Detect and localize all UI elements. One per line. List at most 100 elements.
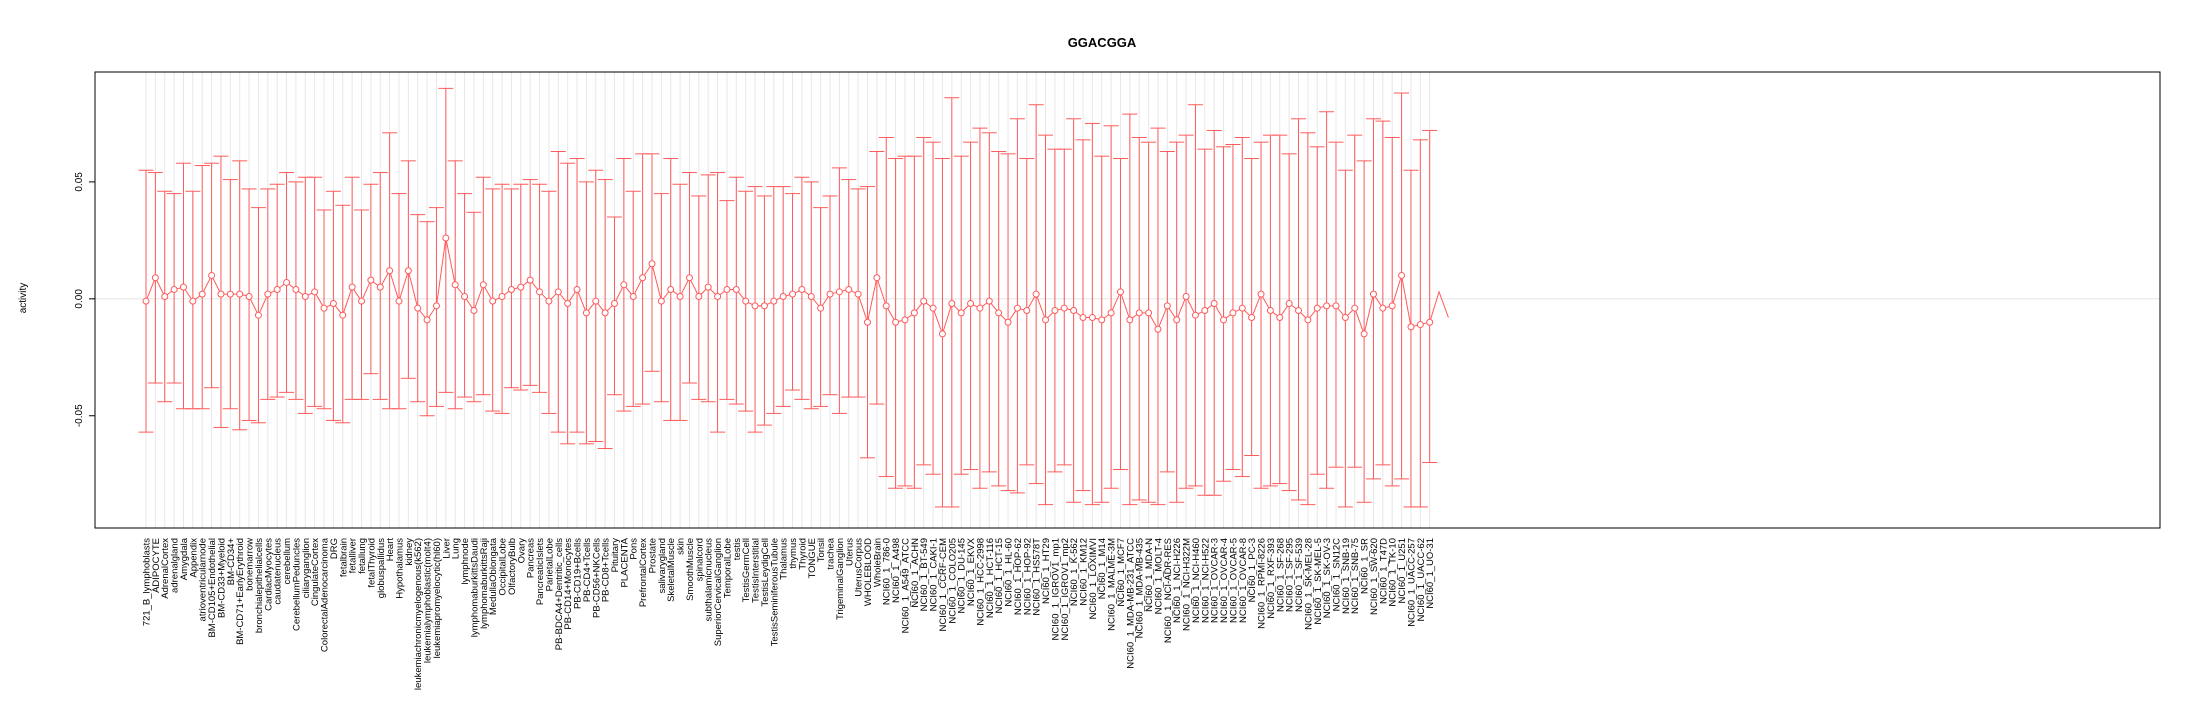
mean-point [798,285,806,293]
x-tick-label: TestisSeminiferousTubule [769,538,780,646]
mean-point [1126,316,1134,324]
mean-point [1004,318,1012,326]
x-tick-label: UterusCorpus [854,538,865,597]
mean-point [1360,330,1368,338]
x-tick-label: NCI60_1_HCT-15 [994,538,1005,614]
mean-point [985,297,993,305]
mean-point [386,267,394,275]
x-tick-label: Thalamus [779,538,790,580]
mean-point [1416,321,1424,329]
x-tick-label: Uterus [844,538,855,566]
mean-point [835,288,843,296]
mean-point [245,292,253,300]
x-tick-label: NCI60_1_IGROV1_mp1 [1050,538,1061,640]
mean-point [1201,307,1209,315]
mean-point [217,290,225,298]
mean-point [348,283,356,291]
mean-point [742,297,750,305]
mean-point [479,281,487,289]
x-tick-label: bronchialepithelialcells [254,538,265,633]
x-tick-label: TONGUE [807,538,818,578]
mean-point [611,300,618,308]
x-tick-label: NCI60_1_HL-60 [1004,538,1015,607]
x-tick-label: NCI60_1_HCT-116 [985,538,996,618]
mean-point [751,302,759,310]
x-tick-label: SmoothMuscle [685,538,696,601]
mean-point [376,283,384,291]
x-tick-label: OccipitalLobe [498,538,509,596]
mean-point [554,288,562,296]
mean-point [873,274,881,282]
x-tick-label: NCI60_1_MDA-MB-231_ATCC [1125,538,1136,669]
x-tick-label: NCI60_1_UACC-257 [1406,538,1417,627]
x-tick-label: ParietalLobe [544,538,555,591]
x-tick-label: atrioventricularnode [198,538,209,621]
mean-point [779,292,787,300]
x-tick-label: lymphnode [460,538,471,584]
x-tick-label: NCI60_1_SK-MEL-28 [1303,538,1314,630]
mean-points [142,234,1434,338]
x-tick-label: bonemarrow [245,538,256,591]
mean-point [545,297,553,305]
mean-point [714,292,722,300]
mean-point [948,300,956,308]
mean-point [1023,307,1031,315]
x-tick-label: NCI60_1_CAKI-1 [929,538,940,611]
mean-point [1229,309,1237,317]
x-tick-label: CingulateCortex [310,538,321,606]
mean-point [1116,288,1124,296]
mean-point [1257,290,1265,298]
x-tick-label: NCI60_1_MDA-MB-435 [1135,538,1146,638]
x-tick-label: ADIPOCYTE [151,538,162,593]
mean-point [995,309,1003,317]
x-tick-label: Liver [441,538,452,559]
x-tick-label: NCI60_1_NCI-H460 [1191,538,1202,623]
mean-point [498,292,506,300]
x-tick-label: BM-CD105+Endothelial [207,538,218,638]
mean-point [760,302,768,310]
mean-point [1407,323,1415,331]
x-tick-label: NCI60_1_RPMI-8226 [1257,538,1268,629]
mean-point [685,274,693,282]
mean-point [320,304,328,312]
mean-point [676,292,684,300]
mean-point [629,292,637,300]
x-tick-label: NCI60_1_OVCAR-4 [1219,538,1230,623]
mean-point [273,285,281,293]
mean-point [723,285,731,293]
x-tick-label: PB-BDCA4+Dentritic_cells [554,538,565,650]
mean-point [423,316,431,324]
mean-point [657,297,665,305]
x-tick-label: NCI60_1_BT-549 [919,538,930,611]
x-tick-label: TestisInterstitial [751,538,762,603]
mean-point [507,285,515,293]
mean-point [1304,316,1312,324]
x-tick-label: PB-CD4+Tcells [582,538,593,602]
mean-point [882,302,890,310]
mean-point [442,234,450,242]
mean-point [404,267,412,275]
x-tick-label: NCI60_1_SK-OV-3 [1322,538,1333,618]
mean-point [367,276,375,284]
x-tick-label: fetalliver [348,538,359,573]
mean-point [414,304,422,312]
x-tick-label: Appendix [188,538,199,578]
mean-point [901,316,909,324]
x-tick-label: NCI60_1_SN12C [1331,538,1342,612]
mean-point [1051,307,1059,315]
x-tick-label: kidney [404,538,415,566]
x-tick-label: fetalThyroid [366,538,377,588]
x-tick-label: CerebellumPeduncles [291,538,302,631]
mean-point [1238,304,1246,312]
x-tick-label: subthalamicnucleus [704,538,715,622]
x-tick-label: lymphomaburkittsRaji [479,538,490,629]
x-tick-label: NCI60_1_SF-295 [1285,538,1296,612]
x-tick-label: salivarygland [657,538,668,593]
mean-point [770,297,778,305]
x-tick-label: adrenalgland [170,538,181,593]
x-tick-label: NCI60_1_MCF7 [1116,538,1127,607]
x-tick-label: Tonsil [816,538,827,562]
mean-point [1135,309,1143,317]
mean-point [1285,300,1293,308]
